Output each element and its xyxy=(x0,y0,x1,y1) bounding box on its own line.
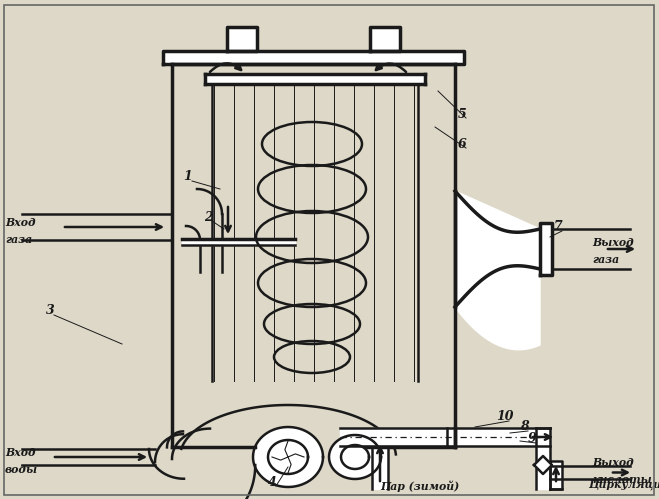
Text: Вход: Вход xyxy=(5,217,36,228)
Polygon shape xyxy=(341,445,369,469)
Text: Выход: Выход xyxy=(592,457,634,468)
Polygon shape xyxy=(163,51,464,64)
Polygon shape xyxy=(372,447,388,489)
Text: кислоты: кислоты xyxy=(588,496,648,499)
Text: воды: воды xyxy=(5,464,38,475)
Text: Вход: Вход xyxy=(5,447,36,458)
Polygon shape xyxy=(550,461,562,489)
Polygon shape xyxy=(268,440,308,474)
Polygon shape xyxy=(340,428,550,446)
Polygon shape xyxy=(455,191,540,307)
Text: 6: 6 xyxy=(457,138,467,151)
Polygon shape xyxy=(536,428,550,489)
Text: Пар (зимой): Пар (зимой) xyxy=(380,481,459,493)
Text: 8: 8 xyxy=(520,421,529,434)
Polygon shape xyxy=(455,191,540,350)
Text: 2: 2 xyxy=(204,211,212,224)
Text: 5: 5 xyxy=(457,107,467,120)
Polygon shape xyxy=(182,239,295,245)
Text: 4: 4 xyxy=(268,476,276,489)
Polygon shape xyxy=(540,223,552,275)
Polygon shape xyxy=(205,74,425,84)
Text: 7: 7 xyxy=(554,221,562,234)
Text: газа: газа xyxy=(5,234,32,245)
Text: 9: 9 xyxy=(528,433,536,446)
Polygon shape xyxy=(370,27,400,51)
Polygon shape xyxy=(552,229,630,269)
Text: газа: газа xyxy=(592,254,619,265)
Polygon shape xyxy=(253,427,323,487)
Text: 10: 10 xyxy=(496,411,514,424)
Polygon shape xyxy=(329,435,381,479)
Polygon shape xyxy=(227,27,257,51)
Text: Выход: Выход xyxy=(592,237,634,248)
Text: 1: 1 xyxy=(184,171,192,184)
Text: Циркуляция: Циркуляция xyxy=(588,479,659,490)
Text: 3: 3 xyxy=(45,304,55,317)
Text: кислоты: кислоты xyxy=(592,474,652,485)
Polygon shape xyxy=(534,456,552,474)
